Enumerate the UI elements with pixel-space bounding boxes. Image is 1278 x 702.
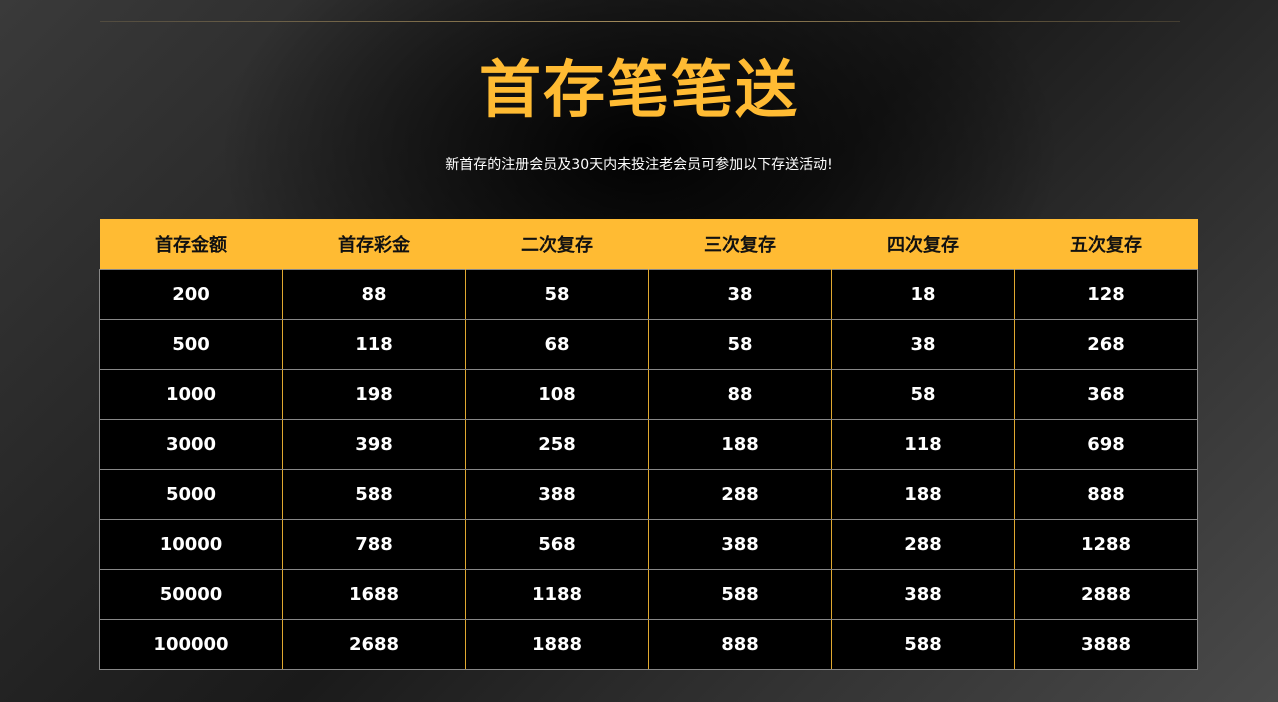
- table-cell: 198: [282, 369, 466, 420]
- table-row: 50000 1688 1188 588 388 2888: [99, 569, 1198, 620]
- table-cell: 3000: [99, 419, 283, 470]
- table-cell: 388: [465, 469, 649, 520]
- table-cell: 698: [1014, 419, 1198, 470]
- table-cell: 118: [831, 419, 1015, 470]
- table-cell: 200: [99, 269, 283, 320]
- table-cell: 38: [648, 269, 832, 320]
- table-cell: 288: [648, 469, 832, 520]
- table-cell: 118: [282, 319, 466, 370]
- table-cell: 568: [465, 519, 649, 570]
- table-row: 5000 588 388 288 188 888: [99, 469, 1198, 520]
- table-cell: 388: [648, 519, 832, 570]
- table-cell: 1888: [465, 619, 649, 670]
- table-cell: 2688: [282, 619, 466, 670]
- table-cell: 58: [465, 269, 649, 320]
- table-cell: 108: [465, 369, 649, 420]
- table-cell: 58: [648, 319, 832, 370]
- column-header: 二次复存: [465, 219, 649, 270]
- page-title: 首存笔笔送: [478, 53, 799, 126]
- table-cell: 128: [1014, 269, 1198, 320]
- table-row: 200 88 58 38 18 128: [99, 269, 1198, 320]
- column-header: 四次复存: [831, 219, 1015, 270]
- table-cell: 1000: [99, 369, 283, 420]
- table-cell: 18: [831, 269, 1015, 320]
- table-cell: 288: [831, 519, 1015, 570]
- column-header: 三次复存: [648, 219, 832, 270]
- table-cell: 588: [282, 469, 466, 520]
- table-row: 1000 198 108 88 58 368: [99, 369, 1198, 420]
- table-cell: 10000: [99, 519, 283, 570]
- table-cell: 788: [282, 519, 466, 570]
- table-cell: 5000: [99, 469, 283, 520]
- table-cell: 1188: [465, 569, 649, 620]
- table-cell: 3888: [1014, 619, 1198, 670]
- table-cell: 588: [648, 569, 832, 620]
- table-row: 500 118 68 58 38 268: [99, 319, 1198, 370]
- column-header: 五次复存: [1014, 219, 1198, 270]
- table-cell: 500: [99, 319, 283, 370]
- table-cell: 1688: [282, 569, 466, 620]
- table-cell: 68: [465, 319, 649, 370]
- table-cell: 888: [1014, 469, 1198, 520]
- table-cell: 398: [282, 419, 466, 470]
- table-cell: 38: [831, 319, 1015, 370]
- table-cell: 588: [831, 619, 1015, 670]
- table-row: 10000 788 568 388 288 1288: [99, 519, 1198, 570]
- table-cell: 268: [1014, 319, 1198, 370]
- table-cell: 258: [465, 419, 649, 470]
- table-cell: 88: [648, 369, 832, 420]
- table-cell: 88: [282, 269, 466, 320]
- table-cell: 100000: [99, 619, 283, 670]
- divider-line: [100, 21, 1180, 22]
- column-header: 首存彩金: [282, 219, 466, 270]
- table-row: 3000 398 258 188 118 698: [99, 419, 1198, 470]
- table-header-row: 首存金额 首存彩金 二次复存 三次复存 四次复存 五次复存: [99, 219, 1198, 270]
- table-cell: 1288: [1014, 519, 1198, 570]
- column-header: 首存金额: [99, 219, 283, 270]
- table-cell: 58: [831, 369, 1015, 420]
- table-cell: 888: [648, 619, 832, 670]
- bonus-table: 首存金额 首存彩金 二次复存 三次复存 四次复存 五次复存 200 88 58 38 18 128 5…: [99, 219, 1198, 670]
- page-subtitle: 新首存的注册会员及30天内未投注老会员可参加以下存送活动!: [445, 157, 833, 173]
- table-cell: 388: [831, 569, 1015, 620]
- table-cell: 188: [831, 469, 1015, 520]
- table-cell: 188: [648, 419, 832, 470]
- table-cell: 50000: [99, 569, 283, 620]
- table-row: 100000 2688 1888 888 588 3888: [99, 619, 1198, 670]
- table-cell: 368: [1014, 369, 1198, 420]
- table-cell: 2888: [1014, 569, 1198, 620]
